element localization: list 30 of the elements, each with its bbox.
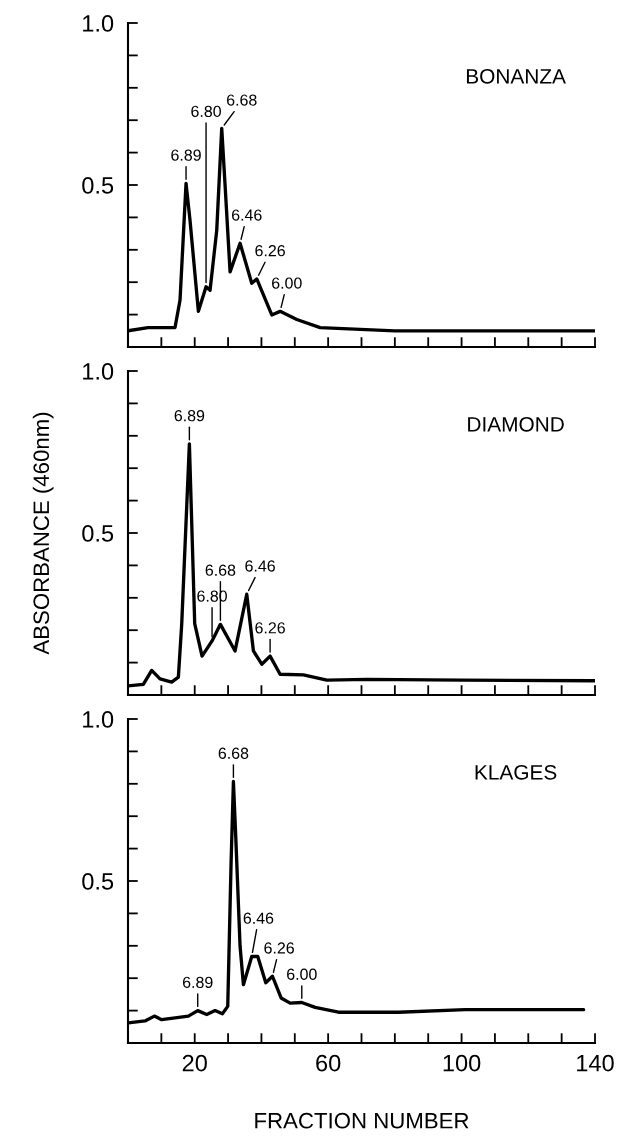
- x-axis-title: FRACTION NUMBER: [255, 1112, 469, 1129]
- y-tick-label: 1.0: [83, 363, 114, 380]
- text: DIAMOND: [468, 416, 564, 432]
- annotation: 6.46: [245, 560, 275, 572]
- annotation: 6.46: [232, 209, 262, 221]
- annotation: 6.26: [264, 942, 294, 954]
- annotation: 6.26: [255, 245, 285, 257]
- text: BONANZA: [466, 68, 566, 84]
- x-tick-label: 140: [577, 1054, 614, 1072]
- x-tick-label: 60: [316, 1054, 341, 1072]
- annotation: 6.00: [287, 968, 317, 980]
- y-tick-label: 0.5: [82, 873, 114, 890]
- y-tick-label: 1.0: [83, 711, 114, 728]
- annotation: 6.80: [191, 105, 221, 118]
- text: KLAGES: [475, 764, 557, 780]
- annotation: 6.68: [205, 564, 236, 576]
- annotation: 6.89: [174, 409, 205, 422]
- y-tick-label: 1.0: [83, 15, 114, 32]
- annotation: 6.00: [272, 277, 302, 289]
- y-axis-title: ABSORBANCE (460nm): [32, 412, 54, 655]
- annotation: 6.89: [171, 149, 201, 161]
- annotation: 6.68: [218, 747, 249, 759]
- annotation: 6.89: [182, 976, 213, 988]
- annotation: 6.46: [243, 912, 274, 924]
- x-tick-label: 100: [443, 1054, 481, 1072]
- x-tick-label: 20: [182, 1054, 207, 1072]
- annotation: 6.26: [255, 622, 285, 634]
- y-tick-label: 0.5: [82, 525, 114, 542]
- y-tick-label: 0.5: [82, 177, 114, 194]
- annotation: 6.68: [227, 94, 257, 106]
